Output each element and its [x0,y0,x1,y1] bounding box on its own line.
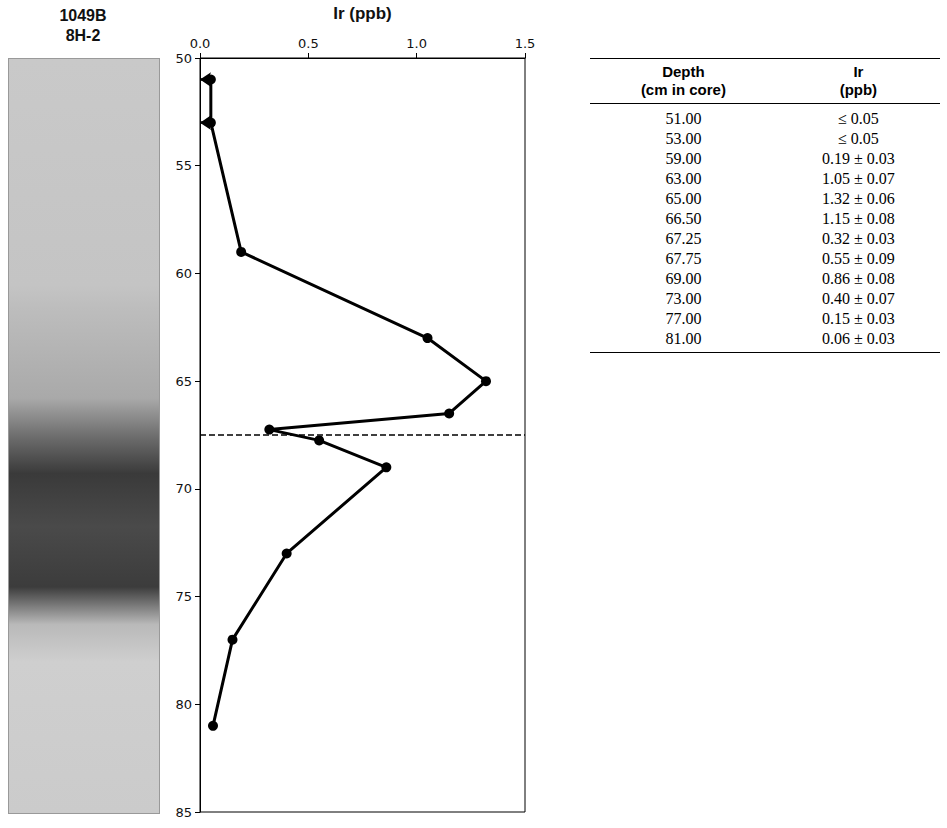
html-text:Depth: Depth [662,63,705,80]
html-text:0.86 ± 0.08: 0.86 ± 0.08 [822,270,895,287]
svg-text:Ir (ppb): Ir (ppb) [333,4,392,23]
html-text:59.00: 59.00 [665,150,702,167]
html-text:0.15 ± 0.03: 0.15 ± 0.03 [822,310,895,327]
svg-text:50: 50 [175,51,192,66]
html-text:1049B: 1049B [59,7,107,24]
html-text:0.32 ± 0.03: 0.32 ± 0.03 [822,230,895,247]
svg-text:65: 65 [175,374,192,389]
svg-text:0.5: 0.5 [298,36,319,51]
html-text:67.25: 67.25 [665,230,702,247]
html-text:69.00: 69.00 [665,270,702,287]
html-text:Ir: Ir [853,63,864,80]
html-text:77.00: 77.00 [665,310,702,327]
svg-text:1.0: 1.0 [406,36,427,51]
html-text:65.00: 65.00 [665,190,702,207]
svg-text:80: 80 [175,697,192,712]
html-text:51.00: 51.00 [665,110,702,127]
html-text:53.00: 53.00 [665,130,702,147]
html-text:67.75: 67.75 [665,250,702,267]
html-text:0.40 ± 0.07: 0.40 ± 0.07 [822,290,895,307]
svg-text:0.0: 0.0 [190,36,211,51]
html-text:1.32 ± 0.06: 1.32 ± 0.06 [822,190,895,207]
html-text:66.50: 66.50 [665,210,702,227]
html-text:73.00: 73.00 [665,290,702,307]
html-text:≤ 0.05: ≤ 0.05 [838,110,879,127]
svg-text:1.5: 1.5 [515,36,536,51]
html-text:(ppb): (ppb) [839,81,878,98]
svg-text:85: 85 [175,805,192,820]
html-text:0.55 ± 0.09: 0.55 ± 0.09 [822,250,895,267]
html-text:8H-2: 8H-2 [65,27,101,44]
html-text:1.05 ± 0.07: 1.05 ± 0.07 [822,170,895,187]
html-text:63.00: 63.00 [665,170,702,187]
svg-text:70: 70 [175,481,192,496]
svg-text:75: 75 [175,589,192,604]
svg-text:60: 60 [175,266,192,281]
svg-text:55: 55 [175,158,192,173]
html-text:0.19 ± 0.03: 0.19 ± 0.03 [822,150,895,167]
html-text:(cm in core): (cm in core) [640,81,726,98]
html-text:≤ 0.05: ≤ 0.05 [838,130,879,147]
html-text:81.00: 81.00 [665,330,702,347]
html-text:1.15 ± 0.08: 1.15 ± 0.08 [822,210,895,227]
html-text:0.06 ± 0.03: 0.06 ± 0.03 [822,330,895,347]
